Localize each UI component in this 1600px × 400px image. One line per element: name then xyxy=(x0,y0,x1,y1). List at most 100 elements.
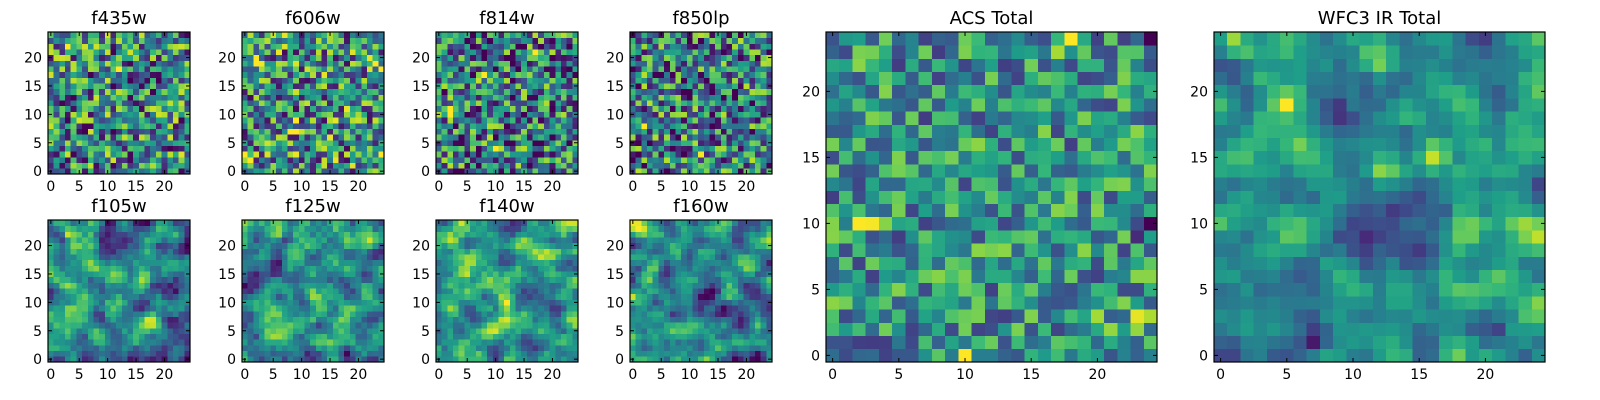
heatmap-cell xyxy=(82,77,89,84)
heatmap-cell xyxy=(453,339,460,346)
heatmap-cell xyxy=(48,344,55,352)
heatmap-cell xyxy=(70,156,77,164)
heatmap-cell xyxy=(532,248,539,255)
heatmap-cell xyxy=(253,105,260,112)
heatmap-cell xyxy=(641,88,648,95)
heatmap-cell xyxy=(150,254,157,261)
heatmap-cell xyxy=(332,94,339,101)
heatmap-cell xyxy=(709,151,716,158)
heatmap-cell xyxy=(172,100,180,107)
heatmap-cell xyxy=(321,100,328,107)
heatmap-cell xyxy=(526,282,533,289)
heatmap-cell xyxy=(458,94,465,101)
heatmap-cell xyxy=(121,254,128,261)
heatmap-cell xyxy=(658,128,665,135)
heatmap-cell xyxy=(121,333,128,340)
heatmap-cell xyxy=(167,43,174,50)
y-tick-label: 20 xyxy=(412,51,430,67)
y-tick-label: 5 xyxy=(421,324,430,340)
heatmap-cell xyxy=(538,288,545,295)
heatmap-cell xyxy=(464,83,471,90)
heatmap-cell xyxy=(686,282,693,289)
heatmap-cell xyxy=(87,282,94,289)
heatmap-cell xyxy=(133,151,140,158)
heatmap-cell xyxy=(681,71,688,78)
heatmap-cell xyxy=(70,333,77,340)
heatmap-cell xyxy=(327,288,334,295)
heatmap-cell xyxy=(715,37,722,44)
heatmap-cell xyxy=(264,71,271,78)
heatmap-cell xyxy=(675,43,682,50)
heatmap-cell xyxy=(720,71,727,78)
heatmap-cell xyxy=(361,43,368,50)
heatmap-cell xyxy=(664,111,671,118)
heatmap-cell xyxy=(366,37,374,44)
heatmap-cell xyxy=(630,122,637,129)
heatmap-cell xyxy=(287,259,294,266)
heatmap-cell xyxy=(532,88,539,95)
heatmap-cell xyxy=(332,168,339,175)
heatmap-cell xyxy=(338,282,345,289)
heatmap-cell xyxy=(264,259,271,266)
heatmap-cell xyxy=(127,100,134,107)
heatmap-cell xyxy=(754,134,762,141)
heatmap-cells xyxy=(436,32,579,175)
heatmap-cell xyxy=(726,60,733,67)
heatmap-cell xyxy=(726,71,733,78)
heatmap-cell xyxy=(247,83,254,90)
heatmap-cell xyxy=(470,111,477,118)
heatmap-cell xyxy=(378,122,385,129)
heatmap-cell xyxy=(53,231,60,238)
heatmap-cell xyxy=(133,305,140,312)
heatmap-cell xyxy=(647,322,654,329)
heatmap-cell xyxy=(453,310,460,317)
heatmap-cell xyxy=(760,37,767,44)
heatmap-cell xyxy=(720,162,727,169)
x-tick-label: 10 xyxy=(293,179,311,195)
heatmap-cell xyxy=(270,66,277,73)
heatmap-cell xyxy=(104,105,111,112)
heatmap-cell xyxy=(110,77,117,84)
heatmap-cell xyxy=(82,168,89,175)
heatmap-cell xyxy=(184,322,191,329)
heatmap-cell xyxy=(698,66,705,73)
heatmap-cell xyxy=(321,111,328,118)
heatmap-cell xyxy=(532,339,539,346)
heatmap-cell xyxy=(549,316,556,323)
heatmap-cell xyxy=(93,356,100,363)
heatmap-cell xyxy=(338,327,345,334)
heatmap-cell xyxy=(247,128,254,135)
heatmap-cell xyxy=(366,282,374,289)
heatmap-cell xyxy=(378,265,385,272)
heatmap-cell xyxy=(481,254,488,261)
heatmap-cell xyxy=(287,299,294,306)
heatmap-cell xyxy=(504,282,511,289)
heatmap-cell xyxy=(332,339,339,346)
heatmap-cell xyxy=(121,37,128,44)
heatmap-cell xyxy=(287,128,294,135)
heatmap-cell xyxy=(681,327,688,334)
heatmap-cell xyxy=(315,145,322,152)
heatmap-cell xyxy=(436,350,443,357)
heatmap-cell xyxy=(259,333,266,340)
heatmap-cell xyxy=(344,134,351,141)
heatmap-cell xyxy=(167,128,174,135)
heatmap-cell xyxy=(281,54,288,61)
heatmap-cell xyxy=(59,117,66,124)
heatmap-cell xyxy=(76,88,83,95)
heatmap-cell xyxy=(53,117,60,124)
heatmap-cell xyxy=(53,156,60,164)
heatmap-cell xyxy=(635,100,642,107)
heatmap-cell xyxy=(715,350,722,357)
heatmap-cell xyxy=(87,151,94,158)
heatmap-cell xyxy=(287,88,294,95)
heatmap-cell xyxy=(475,333,482,340)
heatmap-cell xyxy=(327,344,334,352)
heatmap-cell xyxy=(315,162,322,169)
heatmap-cell xyxy=(349,333,356,340)
heatmap-cell xyxy=(647,339,654,346)
heatmap-cell xyxy=(372,151,379,158)
heatmap-cell xyxy=(133,111,140,118)
heatmap-cell xyxy=(703,305,710,312)
